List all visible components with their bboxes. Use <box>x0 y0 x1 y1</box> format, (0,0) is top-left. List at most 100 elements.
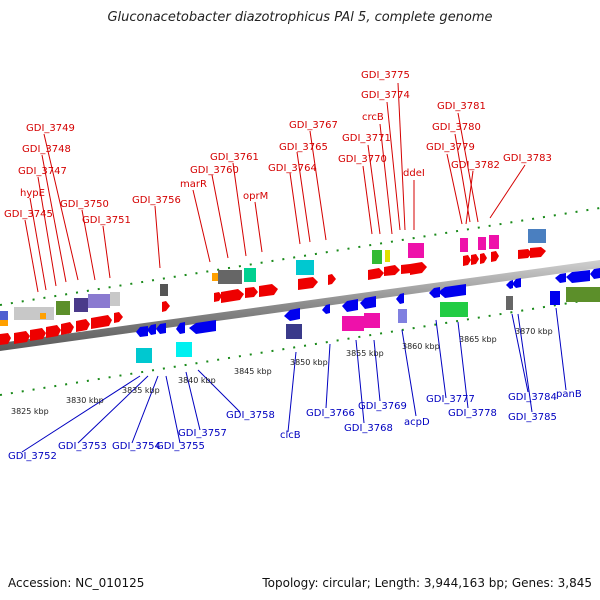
callout-line <box>211 174 229 259</box>
callout-line <box>131 375 159 444</box>
gene-box <box>74 298 88 312</box>
gene-arrow <box>322 304 330 314</box>
gene-box <box>364 313 380 328</box>
gene-arrow <box>0 333 11 345</box>
gene-box <box>372 250 382 264</box>
gene-box <box>160 284 168 296</box>
callout-line <box>457 321 469 409</box>
kbp-tick-label: 3860 kbp <box>402 342 440 351</box>
gene-label-forward: GDI_3783 <box>503 153 552 164</box>
gene-box <box>478 237 486 250</box>
gene-box <box>14 307 42 320</box>
gene-box <box>460 238 468 252</box>
callout-line <box>192 189 211 263</box>
gene-label-reverse: acpD <box>404 417 430 428</box>
gene-arrow <box>298 277 318 290</box>
gene-arrow <box>518 249 532 259</box>
callout-line <box>43 133 79 281</box>
kbp-tick-label: 3840 kbp <box>178 376 216 385</box>
gene-label-forward: marR <box>180 179 207 190</box>
gene-label-forward: GDI_3775 <box>361 70 410 81</box>
callout-line <box>41 154 67 283</box>
gene-label-forward: GDI_3761 <box>210 152 259 163</box>
gene-box <box>244 268 256 282</box>
kbp-tick-label: 3865 kbp <box>459 335 497 344</box>
kbp-tick-label: 3870 kbp <box>515 327 553 336</box>
gene-box <box>0 311 8 320</box>
gene-label-forward: GDI_3756 <box>132 195 181 206</box>
gene-arrow <box>360 296 376 309</box>
gene-label-forward: GDI_3780 <box>432 122 481 133</box>
gene-arrow <box>530 247 546 258</box>
kbp-tick-label: 3825 kbp <box>11 407 49 416</box>
callout-line <box>355 339 365 424</box>
gene-box <box>408 243 424 258</box>
callout-line <box>102 225 111 279</box>
gene-arrow <box>189 320 216 334</box>
gene-label-forward: GDI_3749 <box>26 123 75 134</box>
gene-label-forward: GDI_3748 <box>22 144 71 155</box>
gene-label-forward: GDI_3779 <box>426 142 475 153</box>
topology-label: Topology: circular; Length: 3,944,163 bp… <box>262 576 592 590</box>
forward-gene-labels: GDI_3775 GDI_3774 crcB GDI_3771 GDI_3770 ddeI… <box>4 70 552 226</box>
gene-arrow <box>480 253 487 264</box>
gene-label-reverse: GDI_3777 <box>426 394 475 405</box>
gene-label-forward: GDI_3767 <box>289 120 338 131</box>
accession-label: Accession: NC_010125 <box>8 576 145 590</box>
gene-arrow <box>471 254 479 265</box>
gene-box <box>88 294 110 308</box>
callout-line <box>397 82 406 231</box>
gene-arrow <box>221 289 244 303</box>
callout-line <box>325 343 331 409</box>
callout-line <box>362 165 373 235</box>
gene-arrow <box>368 268 384 280</box>
gene-box <box>218 270 242 284</box>
gene-box <box>56 301 70 315</box>
gene-arrow <box>491 251 499 262</box>
callout-line <box>24 219 39 293</box>
gene-label-reverse: GDI_3757 <box>178 428 227 439</box>
gene-arrow <box>438 284 466 298</box>
gene-label-forward: GDI_3760 <box>190 165 239 176</box>
callout-line <box>81 209 96 281</box>
gene-label-forward: GDI_3774 <box>361 90 410 101</box>
callout-line <box>37 176 57 287</box>
gene-box <box>40 313 46 319</box>
gene-label-forward: GDI_3750 <box>60 199 109 210</box>
gene-label-reverse: GDI_3758 <box>226 410 275 421</box>
callout-line <box>77 375 149 444</box>
gene-label-reverse: GDI_3784 <box>508 392 557 403</box>
callout-line <box>29 197 47 291</box>
kbp-tick-label: 3845 kbp <box>234 367 272 376</box>
gene-box <box>566 287 600 302</box>
gene-label-reverse: GDI_3769 <box>358 401 407 412</box>
gene-label-reverse: GDI_3752 <box>8 451 57 462</box>
gene-arrow <box>463 255 471 266</box>
callout-line <box>154 205 161 269</box>
gene-label-forward: crcB <box>362 112 384 123</box>
gene-label-reverse: GDI_3768 <box>344 423 393 434</box>
callout-line <box>197 369 241 413</box>
gene-arrow <box>384 265 400 276</box>
gene-label-reverse: clcB <box>280 430 301 441</box>
callout-line <box>454 133 471 223</box>
gene-label-forward: hypE <box>20 188 45 199</box>
gene-arrow <box>259 284 278 297</box>
kbp-tick-label: 3835 kbp <box>122 386 160 395</box>
gene-label-forward: GDI_3764 <box>268 163 317 174</box>
gene-label-forward: GDI_3751 <box>82 215 131 226</box>
gene-arrow <box>147 324 156 335</box>
callout-line <box>401 329 417 417</box>
gene-arrow <box>46 325 61 338</box>
genome-title: Gluconacetobacter diazotrophicus PAl 5, … <box>107 10 493 25</box>
gene-arrow <box>284 308 300 321</box>
gene-arrow <box>512 278 521 288</box>
gene-arrow <box>14 331 30 344</box>
gene-box <box>550 291 560 305</box>
gene-label-reverse: panB <box>556 389 582 400</box>
gene-arrow <box>396 293 404 304</box>
callout-line <box>309 130 327 241</box>
callout-line <box>435 319 447 399</box>
gene-label-reverse: GDI_3754 <box>112 441 161 452</box>
